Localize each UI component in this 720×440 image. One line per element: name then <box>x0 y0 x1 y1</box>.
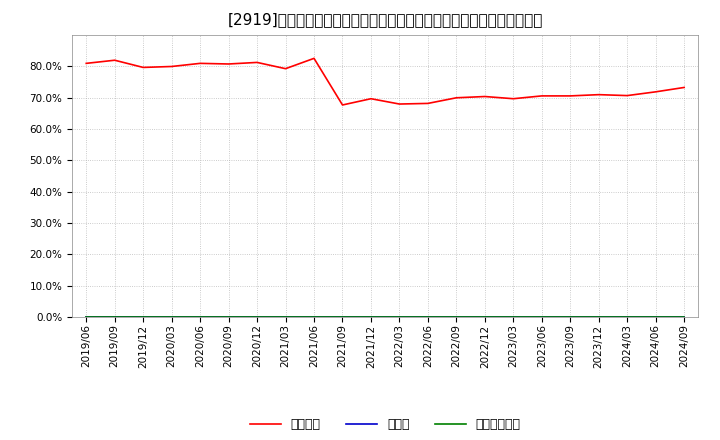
自己資本 <box>82 61 91 66</box>
繰延税金資産 <box>537 314 546 319</box>
繰延税金資産 <box>423 314 432 319</box>
繰延税金資産 <box>110 314 119 319</box>
のれん <box>366 314 375 319</box>
自己資本 <box>196 61 204 66</box>
繰延税金資産 <box>623 314 631 319</box>
繰延税金資産 <box>196 314 204 319</box>
繰延税金資産 <box>366 314 375 319</box>
自己資本 <box>623 93 631 98</box>
自己資本 <box>480 94 489 99</box>
繰延税金資産 <box>310 314 318 319</box>
のれん <box>310 314 318 319</box>
のれん <box>595 314 603 319</box>
繰延税金資産 <box>167 314 176 319</box>
自己資本 <box>282 66 290 71</box>
のれん <box>253 314 261 319</box>
自己資本 <box>652 89 660 95</box>
自己資本 <box>680 85 688 90</box>
自己資本 <box>595 92 603 97</box>
のれん <box>423 314 432 319</box>
繰延税金資産 <box>225 314 233 319</box>
のれん <box>537 314 546 319</box>
のれん <box>196 314 204 319</box>
のれん <box>139 314 148 319</box>
のれん <box>509 314 518 319</box>
繰延税金資産 <box>680 314 688 319</box>
繰延税金資産 <box>652 314 660 319</box>
繰延税金資産 <box>338 314 347 319</box>
繰延税金資産 <box>509 314 518 319</box>
自己資本 <box>338 103 347 108</box>
繰延税金資産 <box>82 314 91 319</box>
のれん <box>652 314 660 319</box>
自己資本 <box>509 96 518 101</box>
自己資本 <box>139 65 148 70</box>
Title: [2919]　自己資本、のれん、繰延税金資産の総資産に対する比率の推移: [2919] 自己資本、のれん、繰延税金資産の総資産に対する比率の推移 <box>228 12 543 27</box>
のれん <box>110 314 119 319</box>
自己資本 <box>537 93 546 99</box>
のれん <box>452 314 461 319</box>
のれん <box>480 314 489 319</box>
繰延税金資産 <box>282 314 290 319</box>
自己資本 <box>110 58 119 63</box>
繰延税金資産 <box>566 314 575 319</box>
繰延税金資産 <box>480 314 489 319</box>
繰延税金資産 <box>139 314 148 319</box>
自己資本 <box>395 101 404 106</box>
Line: 自己資本: 自己資本 <box>86 59 684 105</box>
のれん <box>167 314 176 319</box>
のれん <box>395 314 404 319</box>
自己資本 <box>225 61 233 66</box>
繰延税金資産 <box>452 314 461 319</box>
繰延税金資産 <box>395 314 404 319</box>
のれん <box>680 314 688 319</box>
のれん <box>282 314 290 319</box>
のれん <box>338 314 347 319</box>
のれん <box>623 314 631 319</box>
自己資本 <box>253 60 261 65</box>
のれん <box>225 314 233 319</box>
のれん <box>566 314 575 319</box>
自己資本 <box>452 95 461 100</box>
自己資本 <box>423 101 432 106</box>
Legend: 自己資本, のれん, 繰延税金資産: 自己資本, のれん, 繰延税金資産 <box>245 413 526 436</box>
繰延税金資産 <box>595 314 603 319</box>
自己資本 <box>366 96 375 101</box>
自己資本 <box>310 56 318 61</box>
自己資本 <box>566 93 575 99</box>
自己資本 <box>167 64 176 69</box>
のれん <box>82 314 91 319</box>
繰延税金資産 <box>253 314 261 319</box>
